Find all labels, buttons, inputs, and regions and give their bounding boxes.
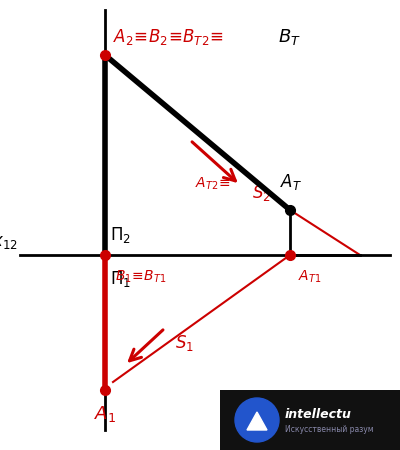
Polygon shape: [247, 412, 267, 430]
Text: $A_T$: $A_T$: [280, 172, 302, 192]
Text: $B_T$: $B_T$: [278, 27, 301, 47]
Text: $S_2$: $S_2$: [252, 183, 271, 203]
Text: $\Pi_1$: $\Pi_1$: [110, 269, 131, 289]
Text: $A_{T1}$: $A_{T1}$: [298, 269, 322, 285]
Circle shape: [235, 398, 279, 442]
Text: $A_1$: $A_1$: [94, 404, 116, 424]
Text: $\Pi_2$: $\Pi_2$: [110, 225, 131, 245]
Text: $x_{12}$: $x_{12}$: [0, 233, 18, 251]
Text: $B_1 \!\equiv\! B_{T1}$: $B_1 \!\equiv\! B_{T1}$: [115, 269, 166, 285]
Text: $A_2 \!\equiv\! B_2 \!\equiv\! B_{T2} \!\equiv\!$: $A_2 \!\equiv\! B_2 \!\equiv\! B_{T2} \!…: [113, 27, 224, 47]
Text: $A_{T2} \!\equiv\!$: $A_{T2} \!\equiv\!$: [195, 176, 230, 192]
Text: intellectu: intellectu: [285, 408, 352, 420]
Text: Искусственный разум: Искусственный разум: [285, 424, 374, 433]
Bar: [220, 390, 400, 450]
Text: $S_1$: $S_1$: [175, 333, 194, 353]
